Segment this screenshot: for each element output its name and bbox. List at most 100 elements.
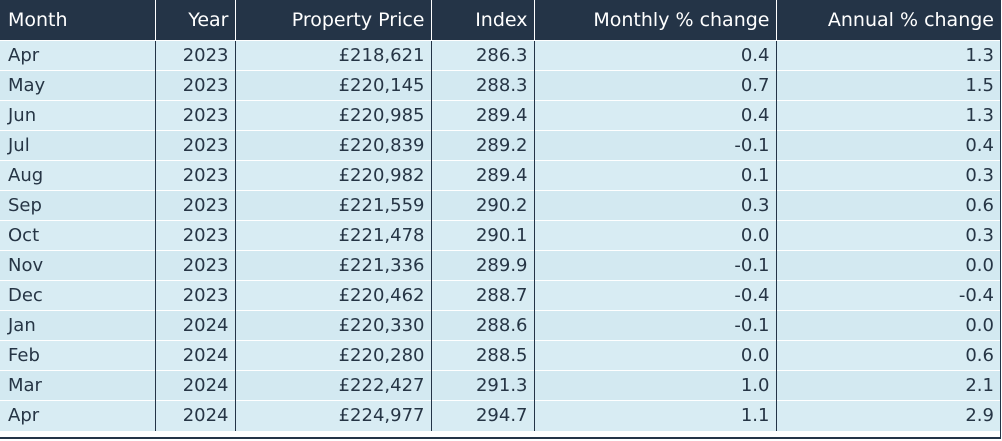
index-cell: 290.2 — [430, 190, 534, 221]
annual-change-cell: 0.6 — [775, 340, 1000, 371]
month-cell: Jul — [0, 130, 155, 161]
table-body: Apr 2023 £218,621 286.3 0.4 1.3 May 2023 £220,14… — [0, 40, 1000, 431]
year-cell: 2024 — [154, 340, 235, 371]
monthly-change-cell: 1.0 — [533, 370, 776, 401]
table-row: Aug 2023 £220,982 289.4 0.1 0.3 — [0, 160, 1000, 191]
column-header-index: Index — [430, 0, 534, 41]
property-price-cell: £221,336 — [234, 250, 431, 281]
monthly-change-cell: -0.1 — [533, 250, 776, 281]
month-cell: May — [0, 70, 155, 101]
property-price-cell: £220,280 — [234, 340, 431, 371]
index-cell: 289.2 — [430, 130, 534, 161]
month-cell: Feb — [0, 340, 155, 371]
year-cell: 2024 — [154, 400, 235, 431]
month-cell: Apr — [0, 400, 155, 431]
index-cell: 294.7 — [430, 400, 534, 431]
year-cell: 2023 — [154, 70, 235, 101]
property-price-cell: £218,621 — [234, 40, 431, 71]
table-row: Jan 2024 £220,330 288.6 -0.1 0.0 — [0, 310, 1000, 341]
index-cell: 288.5 — [430, 340, 534, 371]
table-row: Apr 2024 £224,977 294.7 1.1 2.9 — [0, 400, 1000, 431]
annual-change-cell: 2.9 — [775, 400, 1000, 431]
column-header-monthly-change: Monthly % change — [533, 0, 776, 41]
year-cell: 2023 — [154, 280, 235, 311]
property-price-cell: £222,427 — [234, 370, 431, 401]
property-price-cell: £220,145 — [234, 70, 431, 101]
annual-change-cell: 0.3 — [775, 160, 1000, 191]
property-price-cell: £220,985 — [234, 100, 431, 131]
index-cell: 289.9 — [430, 250, 534, 281]
year-cell: 2023 — [154, 250, 235, 281]
monthly-change-cell: 0.0 — [533, 340, 776, 371]
property-price-cell: £221,559 — [234, 190, 431, 221]
monthly-change-cell: -0.1 — [533, 310, 776, 341]
monthly-change-cell: 0.7 — [533, 70, 776, 101]
table-row: Sep 2023 £221,559 290.2 0.3 0.6 — [0, 190, 1000, 221]
property-price-cell: £221,478 — [234, 220, 431, 251]
month-cell: Jan — [0, 310, 155, 341]
table-row: Apr 2023 £218,621 286.3 0.4 1.3 — [0, 40, 1000, 71]
monthly-change-cell: 1.1 — [533, 400, 776, 431]
property-price-cell: £220,330 — [234, 310, 431, 341]
monthly-change-cell: -0.1 — [533, 130, 776, 161]
annual-change-cell: 0.6 — [775, 190, 1000, 221]
property-price-cell: £224,977 — [234, 400, 431, 431]
year-cell: 2023 — [154, 100, 235, 131]
index-cell: 289.4 — [430, 100, 534, 131]
annual-change-cell: 1.3 — [775, 40, 1000, 71]
column-header-month: Month — [0, 0, 155, 41]
monthly-change-cell: 0.3 — [533, 190, 776, 221]
monthly-change-cell: 0.4 — [533, 40, 776, 71]
index-cell: 286.3 — [430, 40, 534, 71]
annual-change-cell: 1.5 — [775, 70, 1000, 101]
year-cell: 2023 — [154, 190, 235, 221]
annual-change-cell: -0.4 — [775, 280, 1000, 311]
index-cell: 291.3 — [430, 370, 534, 401]
table-row: Jul 2023 £220,839 289.2 -0.1 0.4 — [0, 130, 1000, 161]
index-cell: 288.6 — [430, 310, 534, 341]
year-cell: 2023 — [154, 220, 235, 251]
table-row: Dec 2023 £220,462 288.7 -0.4 -0.4 — [0, 280, 1000, 311]
month-cell: Mar — [0, 370, 155, 401]
table-row: Oct 2023 £221,478 290.1 0.0 0.3 — [0, 220, 1000, 251]
annual-change-cell: 0.0 — [775, 250, 1000, 281]
column-header-property-price: Property Price — [234, 0, 431, 41]
table-header-row: Month Year Property Price Index Monthly … — [0, 0, 1000, 41]
month-cell: Aug — [0, 160, 155, 191]
monthly-change-cell: 0.0 — [533, 220, 776, 251]
index-cell: 288.7 — [430, 280, 534, 311]
monthly-change-cell: 0.1 — [533, 160, 776, 191]
month-cell: Apr — [0, 40, 155, 71]
year-cell: 2024 — [154, 370, 235, 401]
table-row: May 2023 £220,145 288.3 0.7 1.5 — [0, 70, 1000, 101]
column-header-year: Year — [154, 0, 235, 41]
table-row: Mar 2024 £222,427 291.3 1.0 2.1 — [0, 370, 1000, 401]
table-row: Jun 2023 £220,985 289.4 0.4 1.3 — [0, 100, 1000, 131]
annual-change-cell: 0.0 — [775, 310, 1000, 341]
month-cell: Oct — [0, 220, 155, 251]
table-row: Feb 2024 £220,280 288.5 0.0 0.6 — [0, 340, 1000, 371]
annual-change-cell: 0.4 — [775, 130, 1000, 161]
annual-change-cell: 2.1 — [775, 370, 1000, 401]
annual-change-cell: 1.3 — [775, 100, 1000, 131]
month-cell: Sep — [0, 190, 155, 221]
annual-change-cell: 0.3 — [775, 220, 1000, 251]
month-cell: Dec — [0, 280, 155, 311]
column-header-annual-change: Annual % change — [775, 0, 1000, 41]
monthly-change-cell: 0.4 — [533, 100, 776, 131]
index-cell: 289.4 — [430, 160, 534, 191]
property-price-table: Month Year Property Price Index Monthly … — [0, 0, 1000, 431]
property-price-cell: £220,839 — [234, 130, 431, 161]
month-cell: Nov — [0, 250, 155, 281]
year-cell: 2023 — [154, 160, 235, 191]
table-row: Nov 2023 £221,336 289.9 -0.1 0.0 — [0, 250, 1000, 281]
property-price-cell: £220,462 — [234, 280, 431, 311]
year-cell: 2023 — [154, 40, 235, 71]
year-cell: 2023 — [154, 130, 235, 161]
property-price-cell: £220,982 — [234, 160, 431, 191]
year-cell: 2024 — [154, 310, 235, 341]
monthly-change-cell: -0.4 — [533, 280, 776, 311]
month-cell: Jun — [0, 100, 155, 131]
index-cell: 288.3 — [430, 70, 534, 101]
